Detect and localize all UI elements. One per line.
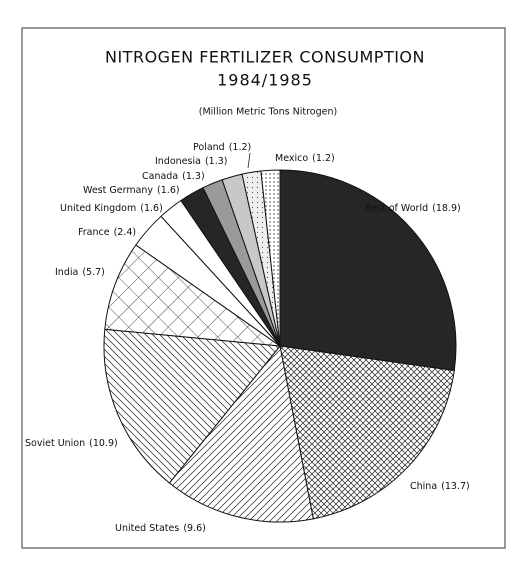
category-label: Mexico: [275, 153, 308, 164]
unit-note: (Million Metric Tons Nitrogen): [199, 107, 337, 118]
chart-title: NITROGEN FERTILIZER CONSUMPTION: [105, 48, 425, 67]
pie-slice: [104, 244, 282, 347]
pie-slice: [260, 169, 281, 347]
slice-label: Soviet Union (10.9): [25, 438, 118, 449]
category-label: Indonesia: [155, 156, 201, 167]
slice-label: Indonesia (1.3): [155, 156, 227, 167]
category-label: Soviet Union: [25, 438, 85, 449]
pie-slice: [103, 328, 281, 484]
value-label: (1.2): [229, 142, 252, 153]
slice-label: United Kingdom (1.6): [60, 203, 163, 214]
category-label: West Germany: [83, 185, 153, 196]
frame: [21, 27, 506, 549]
category-label: United Kingdom: [60, 203, 136, 214]
slice-label: United States (9.6): [115, 523, 206, 534]
pie-slice: [279, 345, 455, 520]
slice-label: India (5.7): [55, 267, 105, 278]
value-label: (2.4): [114, 227, 137, 238]
value-label: (9.6): [183, 523, 206, 534]
slice-label: Canada (1.3): [142, 171, 205, 182]
value-label: (1.3): [182, 171, 205, 182]
chart-subtitle: 1984/1985: [217, 71, 313, 90]
value-label: (13.7): [441, 481, 470, 492]
value-label: (10.9): [89, 438, 118, 449]
slice-label: Mexico (1.2): [275, 153, 335, 164]
category-label: France: [78, 227, 110, 238]
pie-slice: [279, 169, 457, 372]
category-label: Canada: [142, 171, 178, 182]
value-label: (1.6): [140, 203, 163, 214]
slice-label: Poland (1.2): [193, 142, 251, 153]
value-label: (1.2): [312, 153, 335, 164]
leader-line: [247, 152, 251, 169]
slice-label: West Germany (1.6): [83, 185, 180, 196]
value-label: (18.9): [432, 203, 461, 214]
value-label: (1.6): [157, 185, 180, 196]
slice-label: Rest of World (18.9): [365, 203, 461, 214]
slice-label: France (2.4): [78, 227, 136, 238]
category-label: Poland: [193, 142, 225, 153]
value-label: (1.3): [205, 156, 228, 167]
category-label: India: [55, 267, 78, 278]
category-label: United States: [115, 523, 179, 534]
category-label: China: [410, 481, 437, 492]
slice-label: China (13.7): [410, 481, 470, 492]
value-label: (5.7): [82, 267, 105, 278]
pie-slice: [168, 344, 314, 523]
category-label: Rest of World: [365, 203, 428, 214]
